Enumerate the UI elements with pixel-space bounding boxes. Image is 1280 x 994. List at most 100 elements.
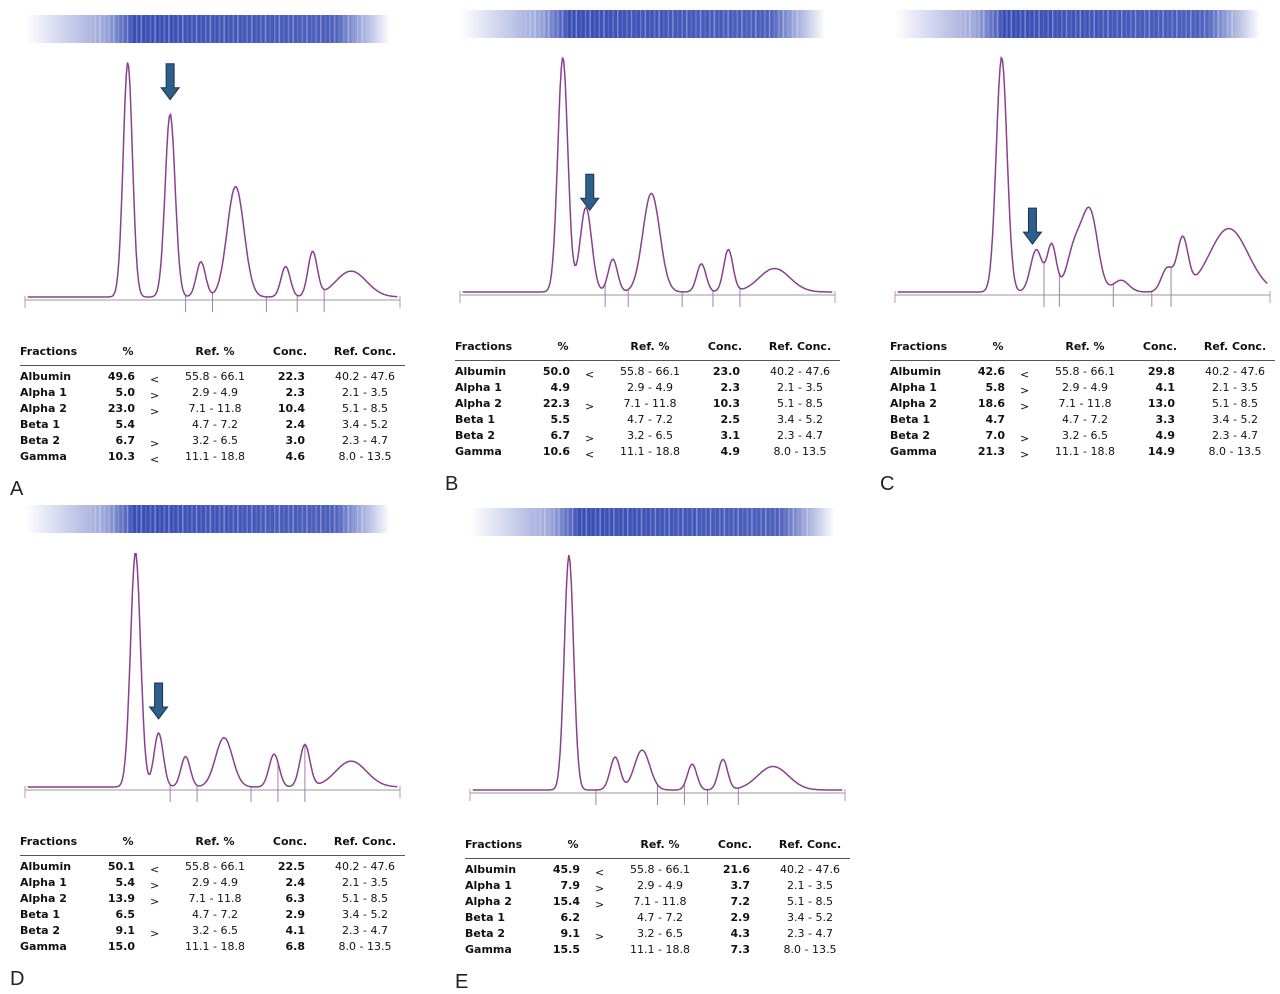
gel-stripe — [576, 508, 578, 536]
gel-stripe — [348, 505, 350, 533]
table-cell: 4.7 - 7.2 — [637, 911, 683, 924]
gel-stripe — [581, 508, 583, 536]
table-cell: Fractions — [20, 345, 77, 358]
gel-stripe — [1181, 10, 1183, 38]
gel-stripe — [297, 15, 299, 43]
gel-stripe — [764, 10, 766, 38]
table-cell: 5.1 - 8.5 — [1212, 397, 1258, 410]
table-cell: Fractions — [455, 340, 512, 353]
gel-stripe — [1052, 10, 1054, 38]
gel-stripe — [210, 505, 212, 533]
gel-stripe — [549, 508, 551, 536]
gel-stripe — [760, 10, 762, 38]
table-cell: 5.1 - 8.5 — [777, 397, 823, 410]
table-cell: 11.1 - 18.8 — [620, 445, 680, 458]
table-cell: 3.1 — [721, 429, 741, 442]
electropherogram — [20, 0, 405, 320]
gel-stripe — [1112, 10, 1114, 38]
table-cell: 15.5 — [553, 943, 580, 956]
table-cell: Conc. — [273, 835, 307, 848]
table-cell: Albumin — [465, 863, 516, 876]
table-cell: 4.9 — [551, 381, 571, 394]
table-cell: < — [595, 866, 604, 879]
header-rule — [20, 855, 405, 856]
gel-stripe — [311, 15, 313, 43]
panel-label: D — [10, 968, 24, 991]
gel-stripe — [1130, 10, 1132, 38]
gel-stripe — [696, 508, 698, 536]
gel-stripe — [127, 15, 129, 43]
gel-stripe — [658, 10, 660, 38]
table-cell: < — [150, 373, 159, 386]
gel-stripe — [530, 10, 532, 38]
gel-stripe — [534, 10, 536, 38]
gel-stripe — [228, 505, 230, 533]
table-cell: 4.7 - 7.2 — [192, 908, 238, 921]
table-cell: 49.6 — [108, 370, 135, 383]
gel-stripe — [525, 10, 527, 38]
table-cell: < — [150, 863, 159, 876]
gel-stripe — [122, 505, 124, 533]
gel-stripe — [302, 505, 304, 533]
gel-stripe — [645, 10, 647, 38]
table-cell: 8.0 - 13.5 — [339, 450, 392, 463]
gel-stripe — [1126, 10, 1128, 38]
gel-stripe — [334, 505, 336, 533]
gel-stripe — [361, 15, 363, 43]
density-curve — [28, 63, 398, 298]
gel-stripe — [113, 505, 115, 533]
gel-stripe — [118, 15, 120, 43]
gel-stripe — [755, 10, 757, 38]
table-cell: > — [1020, 384, 1029, 397]
gel-stripe — [150, 15, 152, 43]
gel-stripe — [357, 15, 359, 43]
gel-stripe — [788, 508, 790, 536]
gel-stripe — [608, 10, 610, 38]
table-cell: Alpha 2 — [20, 892, 67, 905]
table-cell: Alpha 2 — [455, 397, 502, 410]
gel-stripe — [640, 10, 642, 38]
gel-stripe — [265, 505, 267, 533]
electropherogram — [455, 0, 840, 315]
gel-stripe — [274, 15, 276, 43]
gel-stripe — [599, 10, 601, 38]
gel-stripe — [595, 508, 597, 536]
table-cell: Alpha 2 — [890, 397, 937, 410]
gel-stripe — [654, 10, 656, 38]
table-cell: 10.3 — [108, 450, 135, 463]
table-cell: 40.2 - 47.6 — [335, 860, 395, 873]
gel-stripe — [279, 505, 281, 533]
gel-stripe — [136, 15, 138, 43]
gel-stripe — [1001, 10, 1003, 38]
gel-stripe — [557, 10, 559, 38]
table-cell: 15.0 — [108, 940, 135, 953]
gel-stripe — [269, 15, 271, 43]
gel-stripe — [672, 10, 674, 38]
gel-stripe — [737, 508, 739, 536]
table-cell: Fractions — [890, 340, 947, 353]
gel-stripe — [1047, 10, 1049, 38]
gel-stripe — [219, 505, 221, 533]
gel-stripe — [228, 15, 230, 43]
table-cell: 6.7 — [116, 434, 136, 447]
gel-stripe — [283, 505, 285, 533]
gel-stripe — [673, 508, 675, 536]
gel-stripe — [701, 508, 703, 536]
density-curve — [473, 555, 843, 790]
table-cell: Conc. — [1143, 340, 1177, 353]
gel-stripe — [719, 508, 721, 536]
gel-stripe — [787, 10, 789, 38]
table-cell: 4.7 - 7.2 — [627, 413, 673, 426]
gel-stripe — [214, 15, 216, 43]
panel: Fractions%Ref. %Conc.Ref. Conc.Albumin45… — [465, 493, 850, 993]
gel-stripe — [329, 505, 331, 533]
table-cell: > — [1020, 400, 1029, 413]
table-cell: > — [150, 389, 159, 402]
gel-stripe — [159, 505, 161, 533]
table-cell: Ref. Conc. — [1204, 340, 1266, 353]
gel-stripe — [663, 10, 665, 38]
gel-stripe — [779, 508, 781, 536]
table-cell: 40.2 - 47.6 — [335, 370, 395, 383]
gel-stripe — [1190, 10, 1192, 38]
